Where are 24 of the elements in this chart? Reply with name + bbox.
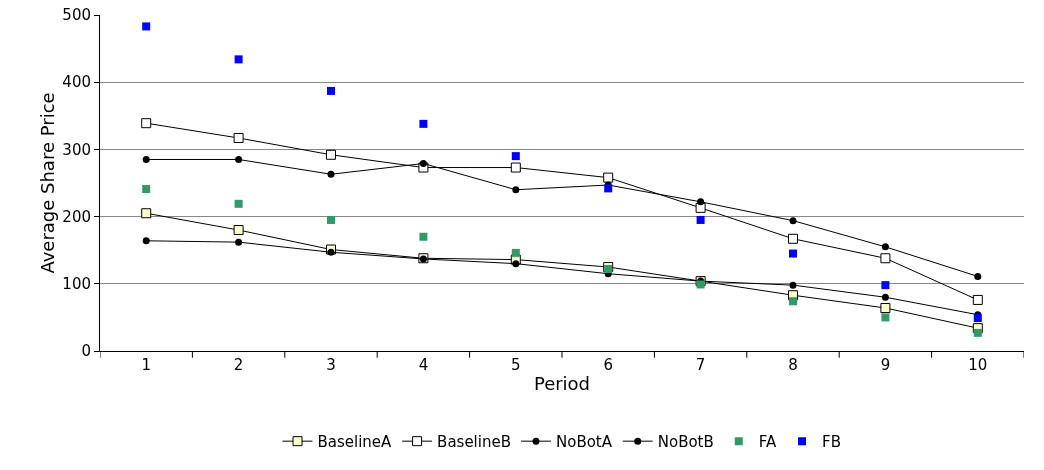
x-tick-label: 6: [603, 356, 613, 374]
y-tick-label: 300: [62, 140, 91, 159]
x-tick-label: 8: [788, 356, 798, 374]
x-tick-label: 1: [141, 356, 151, 374]
legend-label: NoBotB: [657, 433, 714, 452]
x-tick-label: 10: [968, 356, 988, 374]
y-tick-label: 500: [62, 6, 91, 25]
x-tick-label: 7: [695, 356, 706, 374]
x-tick-label: 9: [880, 356, 891, 374]
y-axis-title: Average Share Price: [37, 92, 58, 274]
x-tick-label: 4: [418, 356, 429, 374]
x-tick-label: 3: [326, 356, 336, 374]
legend-label: FA: [758, 433, 778, 452]
y-tick-label: 100: [62, 275, 91, 294]
legend-label: FB: [822, 433, 841, 452]
y-tick-label: 400: [62, 73, 91, 92]
x-tick-label: 5: [511, 356, 521, 374]
x-axis-title: Period: [533, 373, 591, 395]
legend-label: NoBotA: [555, 433, 613, 452]
x-tick-label: 2: [233, 356, 244, 374]
legend-label: BaselineB: [437, 433, 511, 452]
legend-label: BaselineA: [317, 433, 393, 452]
y-tick-label: 200: [62, 207, 91, 226]
y-tick-label: 0: [81, 342, 91, 361]
